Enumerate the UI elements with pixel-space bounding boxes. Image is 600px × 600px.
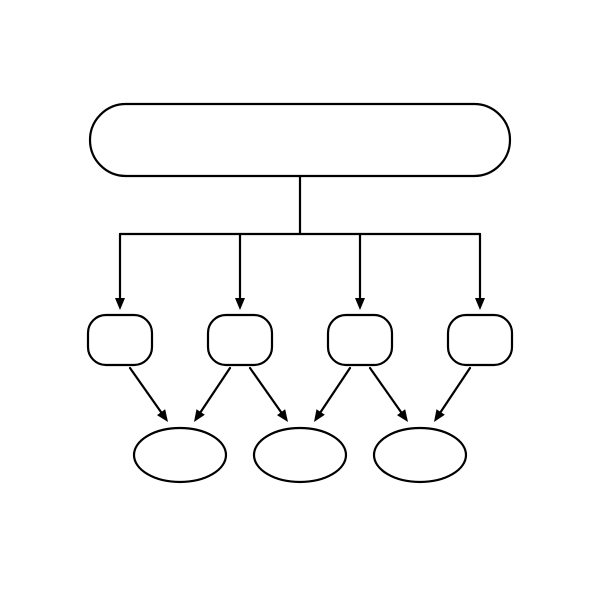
node-r3 <box>328 315 392 365</box>
diag-4 <box>370 368 408 422</box>
diag-1 <box>194 368 230 422</box>
node-root <box>90 104 510 176</box>
node-e3 <box>374 428 466 482</box>
node-e2 <box>254 428 346 482</box>
node-e1 <box>134 428 226 482</box>
tree-diagram <box>0 0 600 600</box>
node-r4 <box>448 315 512 365</box>
drop-0 <box>115 234 125 310</box>
arrowhead <box>194 409 205 422</box>
diag-3 <box>314 368 350 422</box>
arrowhead <box>434 409 445 422</box>
edges <box>115 176 485 422</box>
arrowhead <box>115 298 125 310</box>
nodes <box>88 104 512 482</box>
arrowhead <box>235 298 245 310</box>
arrowhead <box>277 409 288 422</box>
arrowhead <box>314 409 325 422</box>
arrowhead <box>475 298 485 310</box>
drop-2 <box>355 234 365 310</box>
diag-5 <box>434 368 470 422</box>
node-r1 <box>88 315 152 365</box>
drop-3 <box>475 234 485 310</box>
diag-0 <box>130 368 168 422</box>
node-r2 <box>208 315 272 365</box>
diag-2 <box>250 368 288 422</box>
drop-1 <box>235 234 245 310</box>
arrowhead <box>355 298 365 310</box>
arrowhead <box>397 409 408 422</box>
arrowhead <box>157 409 168 422</box>
